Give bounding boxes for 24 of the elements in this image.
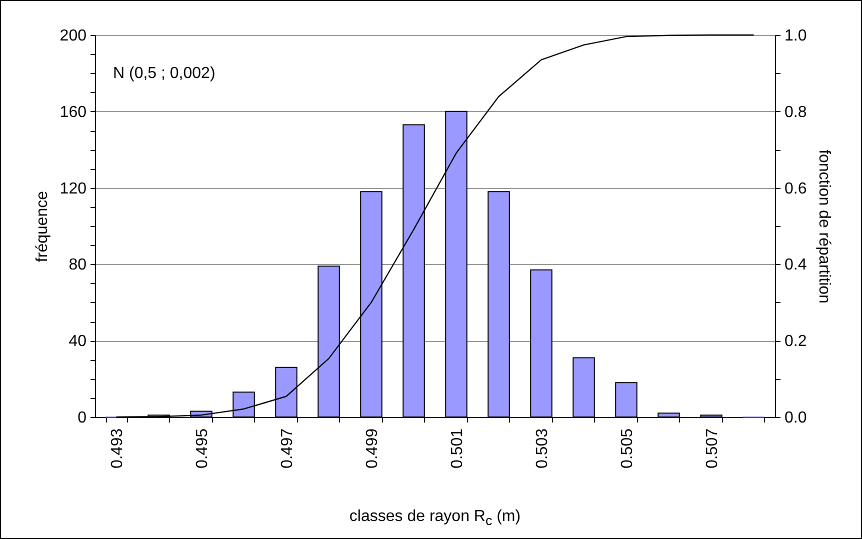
x-tick-label: 0.493 xyxy=(108,428,126,469)
x-tick-label: 0.503 xyxy=(534,428,551,469)
y-tick-label: 120 xyxy=(60,180,87,198)
y2-axis-title: fonction de répartition xyxy=(816,150,833,304)
y2-tick-label: 0.4 xyxy=(784,256,807,274)
x-tick-label: 0.505 xyxy=(618,428,636,469)
y-tick-label: 160 xyxy=(60,104,87,121)
x-tick-label: 0.495 xyxy=(194,428,211,469)
annotation: N (0,5 ; 0,002) xyxy=(113,65,216,82)
x-tick-label: 0.497 xyxy=(278,428,296,469)
y-tick-label: 80 xyxy=(68,256,87,274)
x-tick-label: 0.507 xyxy=(704,428,721,469)
x-tick-label: 0.501 xyxy=(448,428,466,469)
y-tick-label: 40 xyxy=(68,333,87,350)
y2-tick-label: 0.6 xyxy=(784,180,807,198)
x-axis-title: classes de rayon R$_{c}$ (m) xyxy=(348,508,522,528)
y-tick-label: 0 xyxy=(78,410,87,426)
y2-tick-label: 0.8 xyxy=(784,104,807,121)
y2-tick-label: 1.0 xyxy=(784,28,807,44)
y2-tick-label: 0.2 xyxy=(784,333,807,350)
y-axis-title: fréquence xyxy=(34,190,51,262)
y-tick-label: 200 xyxy=(60,28,87,44)
x-tick-label: 0.499 xyxy=(364,428,381,469)
y2-tick-label: 0.0 xyxy=(784,410,807,426)
